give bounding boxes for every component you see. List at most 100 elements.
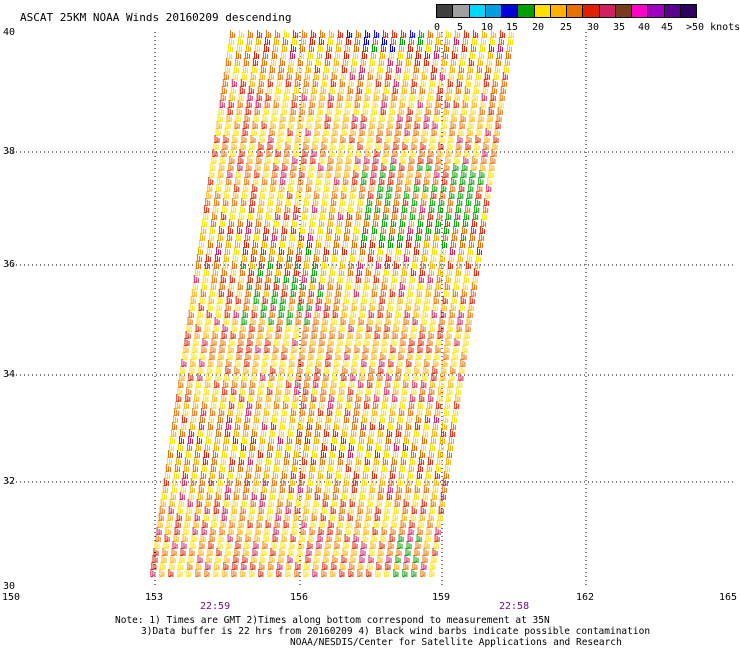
wind-barb <box>269 492 275 501</box>
wind-barb <box>315 429 321 438</box>
wind-barb <box>313 254 319 263</box>
wind-barb <box>423 429 429 438</box>
wind-barb <box>340 443 345 452</box>
wind-barb <box>347 394 353 403</box>
wind-barb <box>461 352 467 361</box>
wind-barb <box>380 51 385 60</box>
wind-barb <box>364 156 370 165</box>
wind-barb <box>414 366 420 375</box>
wind-barb <box>296 436 301 445</box>
wind-barb <box>259 254 265 263</box>
wind-barb <box>474 205 480 214</box>
wind-barb <box>489 100 495 109</box>
wind-barb <box>246 282 252 291</box>
wind-barb <box>338 268 344 277</box>
wind-barb <box>426 44 431 53</box>
lon-label-153: 153 <box>145 592 164 603</box>
wind-barb <box>351 247 356 256</box>
wind-barb <box>206 310 212 319</box>
wind-barb <box>182 415 188 424</box>
wind-barb <box>362 415 368 424</box>
wind-barb <box>315 247 320 256</box>
wind-barb <box>385 317 391 326</box>
wind-barb <box>255 163 261 172</box>
wind-barb <box>252 184 258 193</box>
wind-barb <box>205 380 211 389</box>
wind-barb <box>301 156 307 165</box>
wind-barb <box>454 338 460 347</box>
wind-barb <box>411 450 416 459</box>
wind-barb <box>271 177 277 186</box>
wind-barb <box>346 338 352 347</box>
wind-barb <box>338 149 344 158</box>
wind-barb <box>382 93 388 102</box>
wind-barb <box>357 450 362 459</box>
wind-barb <box>246 100 252 109</box>
wind-barb <box>305 555 311 564</box>
wind-barb <box>250 198 256 207</box>
wind-barb <box>379 541 385 550</box>
wind-barb <box>234 366 240 375</box>
wind-barb <box>318 100 324 109</box>
wind-barb <box>271 359 277 368</box>
wind-barb <box>221 331 227 340</box>
wind-barb <box>352 541 358 550</box>
wind-barb <box>437 30 443 39</box>
wind-barb <box>306 485 312 494</box>
wind-barb <box>230 149 236 158</box>
wind-barb <box>481 37 486 46</box>
wind-barb <box>261 485 267 494</box>
wind-barb <box>264 226 270 235</box>
wind-barb <box>287 310 293 319</box>
wind-barb <box>385 72 391 81</box>
wind-barb <box>432 303 438 312</box>
wind-barb <box>292 401 298 410</box>
wind-barb <box>219 226 225 235</box>
wind-barb <box>251 373 257 382</box>
wind-barb <box>384 569 390 578</box>
wind-barb <box>276 387 282 396</box>
wind-barb <box>498 44 503 53</box>
wind-barb <box>247 93 253 102</box>
wind-barb <box>366 79 372 88</box>
wind-barb <box>302 149 308 158</box>
wind-barb <box>379 240 384 249</box>
wind-barb <box>172 541 178 550</box>
wind-barb <box>300 226 306 235</box>
wind-barb <box>297 485 303 494</box>
wind-barb <box>467 128 473 137</box>
wind-barb <box>429 387 435 396</box>
wind-barb <box>446 86 452 95</box>
wind-barb <box>405 121 411 130</box>
wind-barb <box>263 51 268 60</box>
wind-barb <box>406 177 412 186</box>
wind-barb <box>281 415 287 424</box>
wind-barb <box>373 156 379 165</box>
wind-barb <box>267 506 273 515</box>
wind-barb <box>331 380 337 389</box>
wind-barb <box>233 436 238 445</box>
wind-barb <box>408 345 414 354</box>
wind-barb <box>284 394 290 403</box>
wind-barb <box>328 275 334 284</box>
wind-barb <box>303 506 309 515</box>
wind-barb <box>353 352 359 361</box>
wind-barb <box>228 527 234 536</box>
wind-barb <box>386 555 392 564</box>
wind-barb <box>387 247 392 256</box>
wind-barb <box>299 51 304 60</box>
wind-barb <box>480 100 486 109</box>
wind-barb <box>444 163 450 172</box>
wind-barb <box>213 450 218 459</box>
wind-barb <box>351 429 357 438</box>
wind-barb <box>459 184 465 193</box>
wind-barb <box>443 51 448 60</box>
wind-barb <box>243 485 249 494</box>
wind-barb <box>465 205 471 214</box>
wind-barb <box>435 464 441 473</box>
wind-barb <box>363 408 369 417</box>
wind-barb <box>358 254 364 263</box>
wind-barb <box>437 268 443 277</box>
wind-barb <box>427 37 432 46</box>
wind-barb <box>375 324 381 333</box>
